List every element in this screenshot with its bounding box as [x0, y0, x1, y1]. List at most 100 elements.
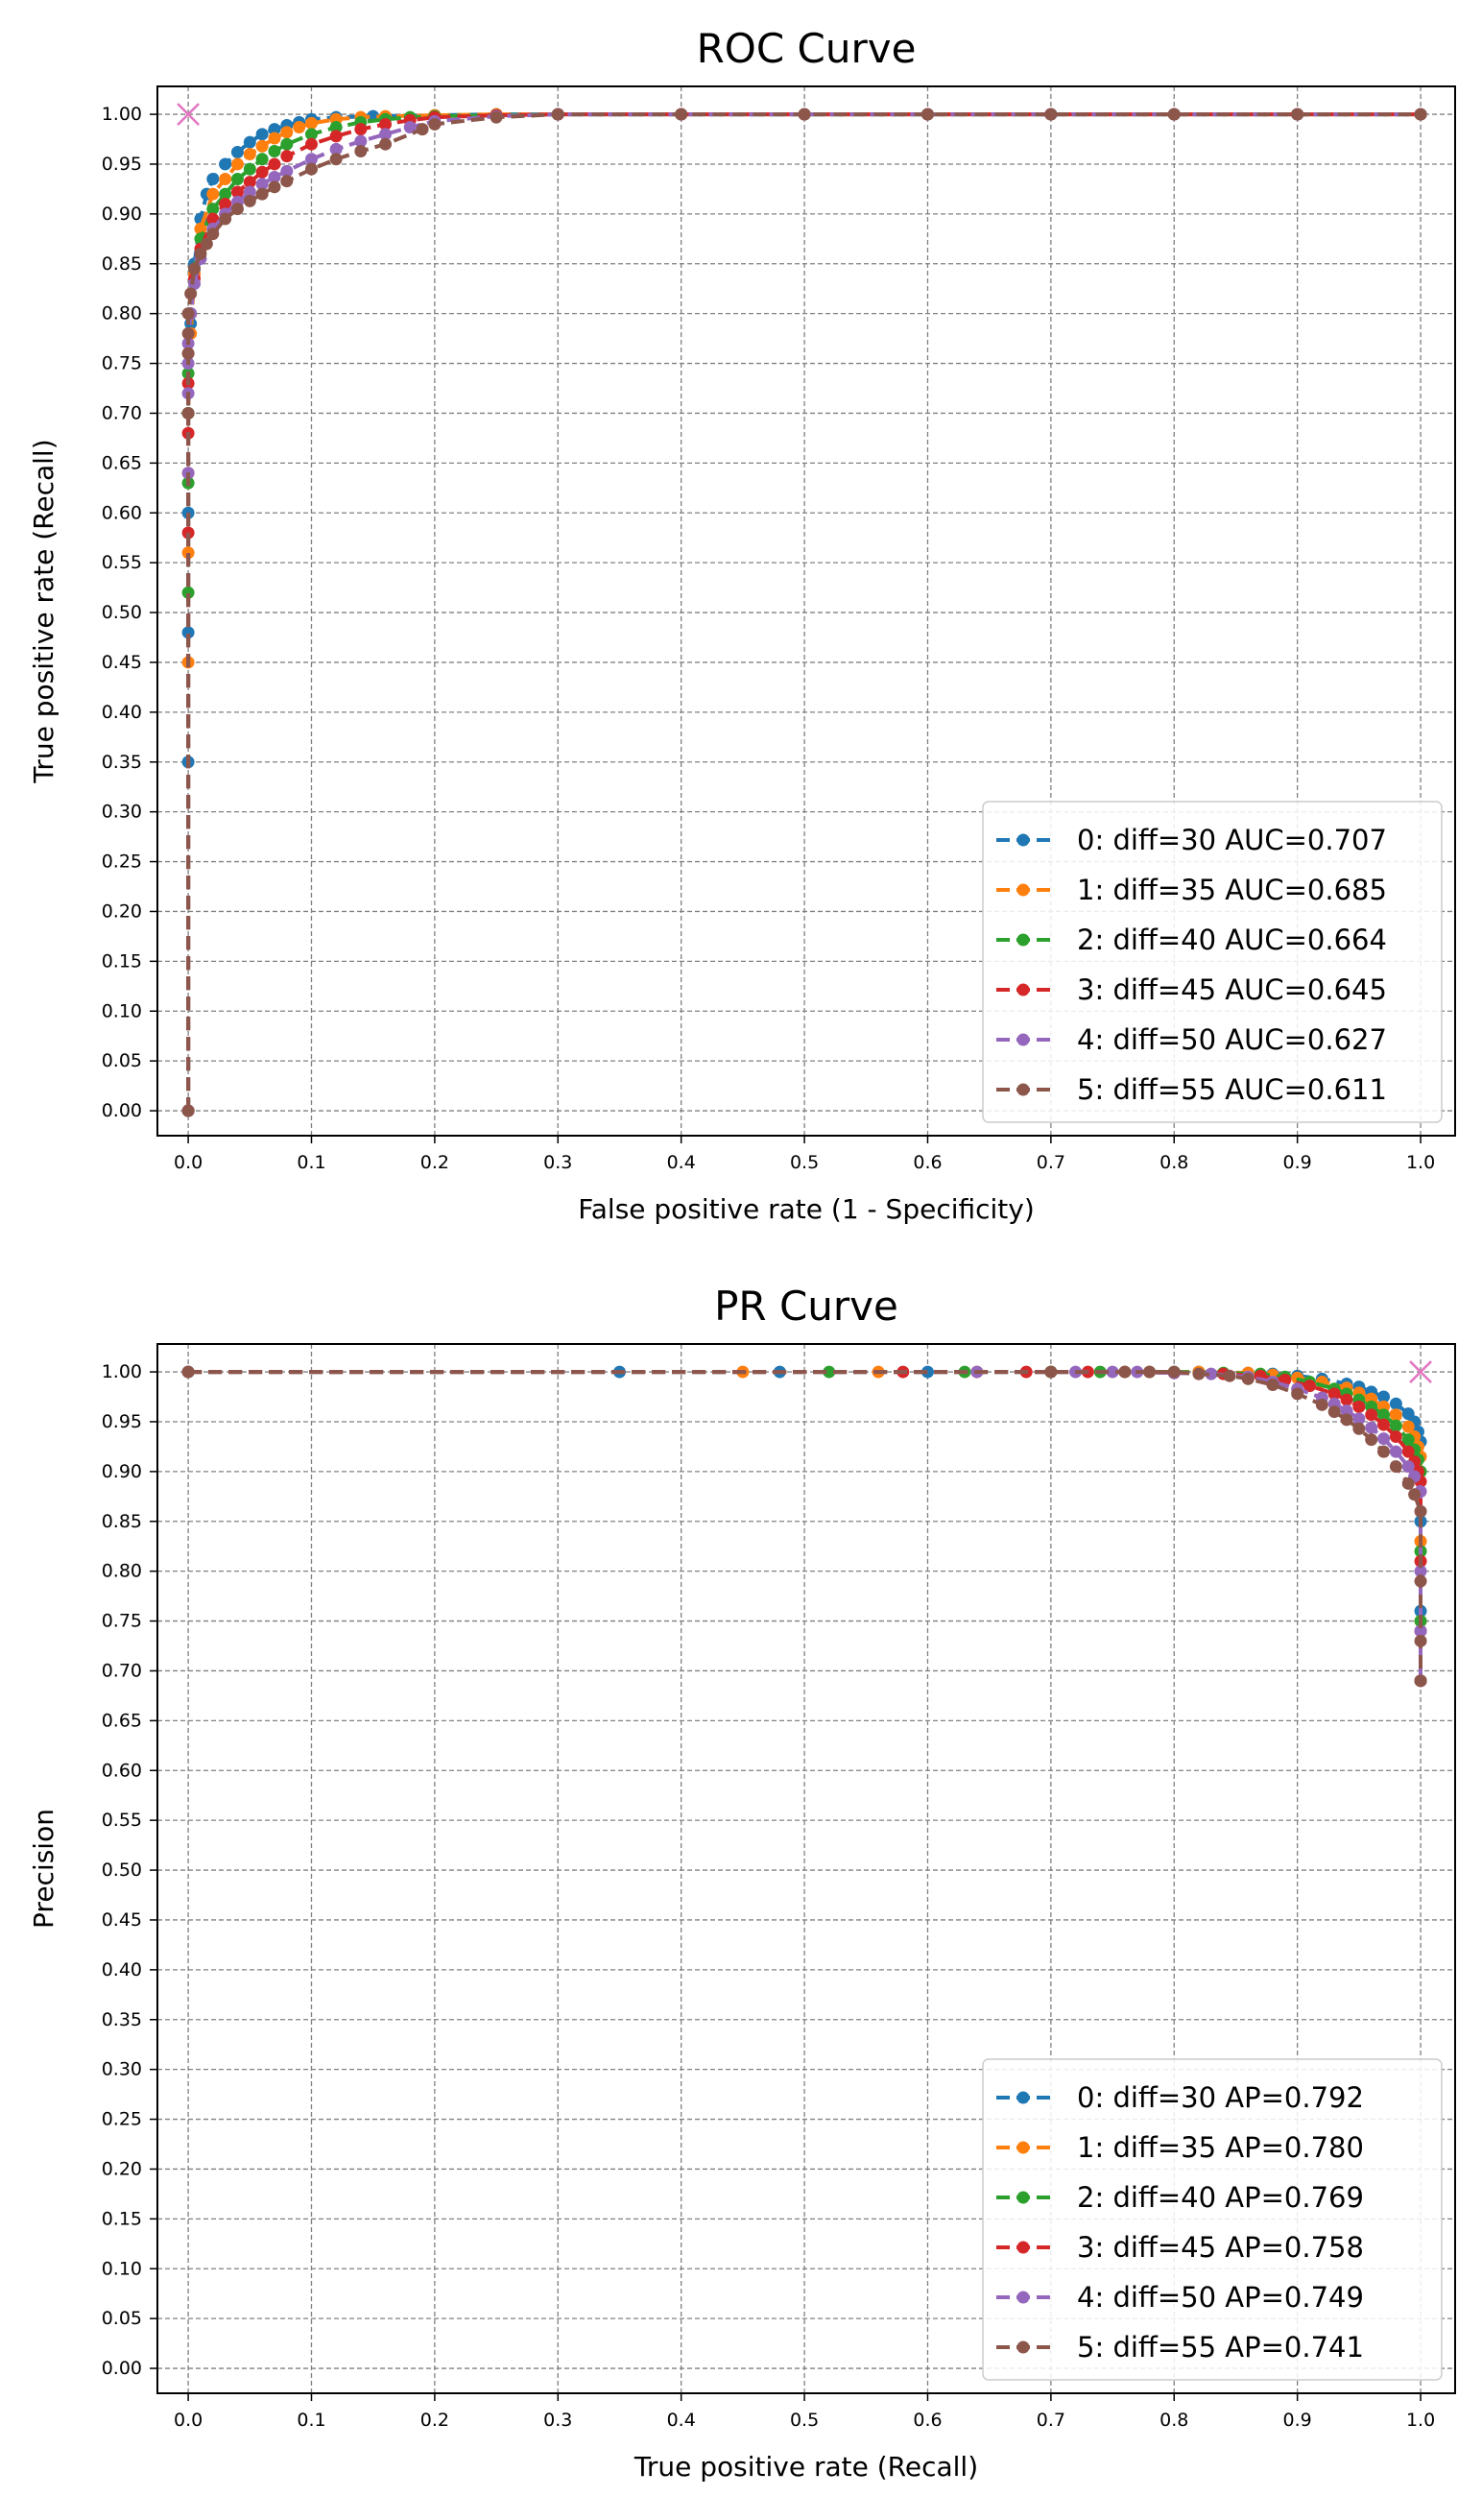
data-point [230, 157, 244, 171]
y-tick-label: 0.10 [102, 2258, 142, 2279]
data-point [1365, 1421, 1378, 1434]
plot-frame [156, 85, 1456, 1137]
data-point [304, 128, 318, 141]
x-tick-label: 0.8 [1159, 2410, 1188, 2431]
data-point [1377, 1418, 1391, 1431]
y-tick-label: 0.15 [102, 2208, 142, 2229]
y-tick-label: 0.10 [102, 1000, 142, 1021]
chart-title: ROC Curve [697, 25, 917, 72]
data-point [1401, 1476, 1415, 1490]
data-point [1389, 1445, 1402, 1458]
data-point [1118, 1365, 1132, 1379]
plot-frame [156, 1343, 1456, 2394]
data-point [293, 121, 306, 134]
data-point [243, 135, 256, 149]
data-point [1377, 1390, 1391, 1404]
data-point [230, 203, 244, 216]
data-point [1389, 1460, 1402, 1474]
data-point [219, 212, 232, 226]
data-point [354, 134, 368, 148]
legend-label: 3: diff=45 AP=0.758 [1077, 2231, 1364, 2264]
data-point [243, 162, 256, 176]
data-point [1389, 1408, 1402, 1422]
data-point [1167, 1365, 1181, 1379]
y-tick-label: 0.40 [102, 1959, 142, 1980]
x-axis-label: False positive rate (1 - Specificity) [578, 1193, 1035, 1225]
y-axis-label: True positive rate (Recall) [28, 439, 60, 783]
y-tick-label: 1.00 [102, 1361, 142, 1382]
y-tick-label: 1.00 [102, 104, 142, 125]
data-point [1340, 1413, 1353, 1427]
legend-marker [1016, 2241, 1030, 2254]
data-point [379, 137, 393, 151]
x-tick-label: 0.1 [297, 1152, 325, 1173]
legend-marker [1016, 1083, 1030, 1096]
legend-item: 3: diff=45 AUC=0.645 [996, 973, 1387, 1006]
grid [157, 86, 1455, 1136]
y-tick-label: 0.65 [102, 1710, 142, 1731]
data-point [1044, 108, 1058, 121]
data-point [1414, 1624, 1427, 1638]
data-point [1401, 1460, 1415, 1474]
data-point [181, 1104, 195, 1117]
y-tick-label: 0.35 [102, 2009, 142, 2030]
legend-label: 2: diff=40 AP=0.769 [1077, 2181, 1364, 2214]
data-point [304, 153, 318, 166]
x-tick-label: 0.5 [790, 2410, 819, 2431]
data-point [181, 307, 195, 321]
data-point [188, 262, 202, 276]
legend-box [982, 2058, 1443, 2381]
data-point [181, 1365, 195, 1379]
data-point [181, 526, 195, 540]
data-point [206, 228, 220, 241]
x-tick-label: 0.7 [1037, 2410, 1065, 2431]
y-tick-label: 0.85 [102, 1511, 142, 1532]
data-point [1205, 1367, 1218, 1380]
data-point [200, 237, 213, 251]
data-point [490, 110, 503, 124]
data-point [1106, 1365, 1119, 1379]
data-point [243, 148, 256, 161]
data-point [1401, 1433, 1415, 1447]
legend-label: 5: diff=55 AP=0.741 [1077, 2331, 1364, 2364]
roc-chart: 0.0 0.1 0.2 0.3 0.4 0.5 0.6 0.7 0.8 0.9 1.0 0.00 0.0… [28, 25, 1456, 1225]
data-point [243, 194, 256, 207]
y-tick-label: 0.20 [102, 2158, 142, 2179]
data-point [184, 287, 198, 300]
data-point [268, 144, 281, 157]
y-tick-label: 0.70 [102, 1660, 142, 1681]
data-point [181, 406, 195, 420]
data-point [1389, 1430, 1402, 1444]
data-point [1414, 1634, 1427, 1647]
data-point [1401, 1420, 1415, 1433]
data-point [219, 173, 232, 186]
data-point [354, 123, 368, 136]
data-point [206, 203, 220, 216]
data-point [329, 130, 343, 143]
y-tick-label: 0.30 [102, 802, 142, 823]
y-tick-label: 0.00 [102, 2358, 142, 2379]
data-point [304, 137, 318, 151]
grid [157, 1344, 1455, 2393]
x-tick-label: 1.0 [1406, 1152, 1435, 1173]
data-point [1167, 108, 1181, 121]
data-point [379, 128, 393, 141]
data-point [1241, 1372, 1255, 1385]
data-point [255, 139, 269, 153]
legend-marker [1016, 2191, 1030, 2204]
data-point [230, 185, 244, 199]
y-tick-label: 0.05 [102, 2308, 142, 2329]
x-tick-label: 0.9 [1283, 1152, 1312, 1173]
legend: 0: diff=30 AUC=0.707 1: diff=35 AUC=0.685… [982, 801, 1443, 1123]
y-tick-label: 0.60 [102, 1760, 142, 1781]
x-tick-label: 0.6 [913, 2410, 942, 2431]
legend-marker [1016, 833, 1030, 847]
data-point [304, 162, 318, 176]
legend-marker [1016, 933, 1030, 947]
y-tick-label: 0.85 [102, 253, 142, 275]
legend-marker [1016, 2091, 1030, 2104]
data-point [181, 546, 195, 560]
data-point [329, 142, 343, 156]
legend-label: 0: diff=30 AP=0.792 [1077, 2081, 1364, 2114]
data-point [219, 157, 232, 171]
